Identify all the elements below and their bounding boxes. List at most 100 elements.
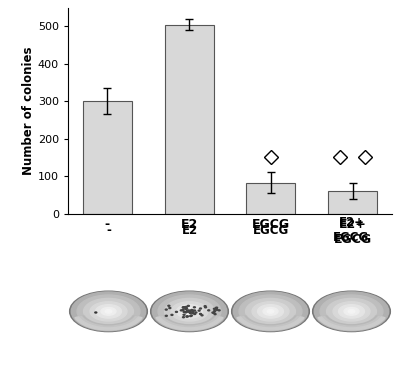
Circle shape	[344, 308, 359, 315]
Circle shape	[252, 302, 289, 321]
Circle shape	[77, 295, 140, 328]
Circle shape	[214, 311, 216, 312]
Circle shape	[188, 310, 190, 312]
Circle shape	[204, 307, 206, 308]
Wedge shape	[237, 316, 304, 330]
Circle shape	[101, 308, 116, 315]
Circle shape	[186, 310, 188, 311]
Wedge shape	[156, 317, 223, 330]
Circle shape	[184, 312, 186, 313]
Text: E2: E2	[182, 224, 198, 237]
Circle shape	[190, 315, 192, 317]
Circle shape	[194, 313, 196, 315]
Circle shape	[208, 310, 210, 311]
Circle shape	[189, 310, 191, 311]
Circle shape	[96, 305, 122, 318]
Circle shape	[189, 312, 191, 313]
Circle shape	[84, 298, 134, 324]
Circle shape	[204, 306, 206, 307]
Circle shape	[190, 315, 192, 316]
Circle shape	[185, 312, 187, 313]
Y-axis label: Number of colonies: Number of colonies	[22, 46, 35, 175]
Circle shape	[182, 308, 197, 315]
Circle shape	[194, 310, 196, 311]
Circle shape	[192, 312, 194, 313]
Circle shape	[158, 295, 221, 328]
Circle shape	[182, 307, 184, 308]
Circle shape	[168, 305, 170, 306]
Circle shape	[198, 310, 200, 311]
Circle shape	[186, 310, 193, 313]
Bar	[328, 191, 377, 214]
Circle shape	[180, 310, 182, 311]
Circle shape	[263, 308, 278, 315]
Text: EGCG: EGCG	[252, 224, 289, 237]
Circle shape	[348, 310, 355, 313]
Wedge shape	[75, 317, 142, 330]
Circle shape	[233, 292, 308, 331]
Circle shape	[171, 302, 208, 321]
Circle shape	[200, 308, 202, 309]
Circle shape	[200, 313, 202, 315]
Circle shape	[90, 302, 127, 321]
Circle shape	[213, 312, 215, 313]
Wedge shape	[75, 316, 142, 330]
Circle shape	[186, 308, 188, 309]
Circle shape	[212, 312, 214, 313]
Circle shape	[215, 308, 217, 309]
Wedge shape	[237, 317, 304, 330]
Wedge shape	[237, 317, 304, 330]
Circle shape	[182, 317, 184, 318]
Circle shape	[186, 316, 188, 317]
Circle shape	[187, 311, 189, 312]
Circle shape	[326, 298, 376, 324]
Circle shape	[216, 307, 218, 308]
Circle shape	[338, 305, 364, 318]
Circle shape	[232, 291, 309, 332]
Circle shape	[258, 305, 284, 318]
Circle shape	[70, 291, 147, 332]
Circle shape	[188, 305, 189, 306]
Circle shape	[152, 292, 227, 331]
Circle shape	[216, 309, 218, 310]
Circle shape	[183, 314, 185, 315]
Circle shape	[185, 308, 187, 309]
Circle shape	[333, 302, 370, 321]
Circle shape	[313, 291, 390, 332]
Wedge shape	[156, 316, 223, 330]
Circle shape	[267, 310, 274, 313]
Text: E2+
EGCG: E2+ EGCG	[333, 217, 370, 244]
Circle shape	[185, 306, 187, 307]
Circle shape	[194, 307, 195, 308]
Wedge shape	[318, 317, 385, 330]
Circle shape	[188, 310, 190, 311]
Circle shape	[246, 298, 296, 324]
Circle shape	[164, 298, 214, 324]
Circle shape	[195, 312, 197, 313]
Circle shape	[320, 295, 383, 328]
Bar	[83, 102, 132, 214]
Circle shape	[105, 310, 112, 313]
Circle shape	[176, 305, 202, 318]
Circle shape	[214, 314, 216, 315]
Circle shape	[71, 292, 146, 331]
Circle shape	[183, 307, 185, 308]
Circle shape	[239, 295, 302, 328]
Circle shape	[191, 310, 193, 311]
Circle shape	[192, 311, 194, 312]
Wedge shape	[318, 316, 385, 330]
Circle shape	[165, 309, 167, 310]
Wedge shape	[75, 317, 142, 330]
Circle shape	[201, 315, 203, 316]
Circle shape	[218, 310, 220, 311]
Circle shape	[182, 307, 184, 308]
Bar	[246, 183, 296, 214]
Text: -: -	[106, 224, 111, 237]
Bar	[164, 25, 214, 214]
Circle shape	[186, 316, 188, 317]
Circle shape	[171, 314, 173, 315]
Circle shape	[95, 312, 97, 313]
Circle shape	[151, 291, 228, 332]
Wedge shape	[156, 317, 223, 330]
Circle shape	[165, 315, 167, 316]
